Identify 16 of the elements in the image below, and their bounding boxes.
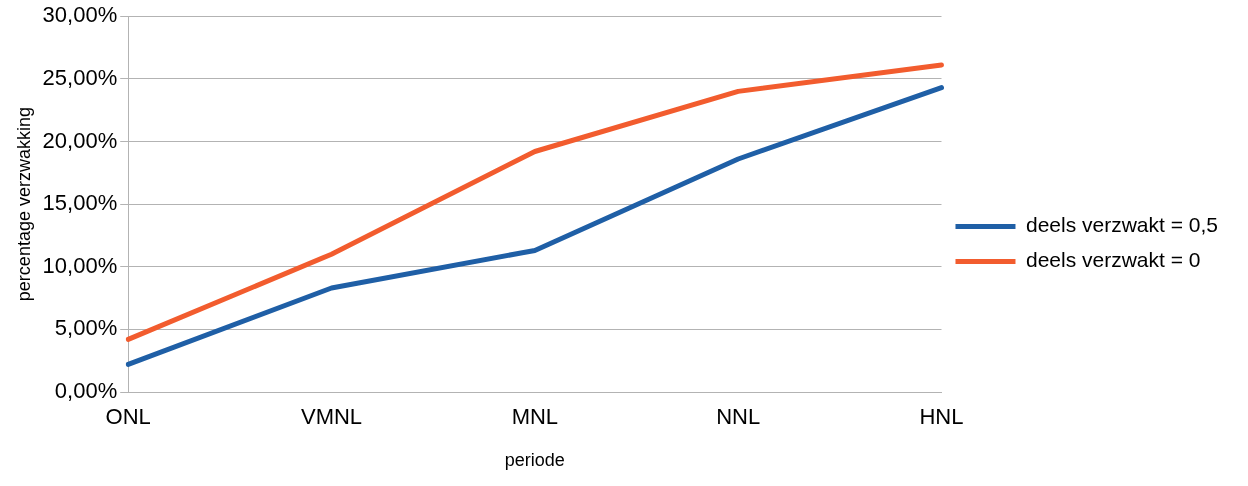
y-tick-label: 5,00% (54, 315, 118, 341)
x-tick-label: MNL (511, 404, 559, 430)
y-tick-label: 0,00% (54, 378, 118, 404)
y-tick-label: 20,00% (42, 127, 118, 153)
y-axis-title: percentage verzwakking (13, 107, 34, 302)
x-tick-label: VMNL (300, 404, 363, 430)
x-axis-title: periode (504, 450, 565, 471)
x-tick-label: ONL (105, 404, 151, 430)
legend-label: deels verzwakt = 0 (1025, 248, 1201, 272)
y-tick-label: 30,00% (42, 2, 118, 28)
y-tick-label: 15,00% (42, 190, 118, 216)
y-tick-label: 10,00% (42, 252, 118, 278)
x-tick-label: NNL (716, 404, 761, 430)
legend-label: deels verzwakt = 0,5 (1025, 213, 1218, 237)
y-tick-label: 25,00% (42, 64, 118, 90)
x-tick-label: HNL (919, 404, 964, 430)
